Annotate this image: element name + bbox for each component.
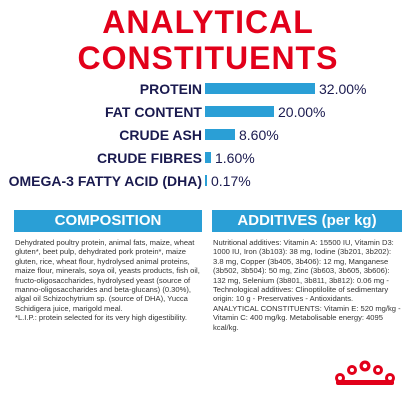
nutrient-row-fat: FAT CONTENT 20.00% — [0, 101, 416, 123]
nutrient-value: 0.17% — [211, 173, 251, 189]
nutrient-bar — [205, 129, 235, 140]
nutrient-bar — [205, 106, 274, 117]
nutrient-label: OMEGA-3 FATTY ACID (DHA) — [8, 173, 202, 189]
nutrient-value: 8.60% — [239, 127, 279, 143]
additives-text: Nutritional additives: Vitamin A: 15500 … — [213, 238, 401, 332]
composition-panel: COMPOSITION Dehydrated poultry protein, … — [14, 210, 202, 323]
nutrient-row-fibres: CRUDE FIBRES 1.60% — [0, 147, 416, 169]
page-title: ANALYTICAL CONSTITUENTS — [77, 4, 339, 76]
nutrient-bar — [205, 175, 207, 186]
composition-text: Dehydrated poultry protein, animal fats,… — [15, 238, 200, 323]
composition-heading: COMPOSITION — [14, 210, 202, 232]
nutrient-bar — [205, 83, 315, 94]
additives-panel: ADDITIVES (per kg) Nutritional additives… — [212, 210, 402, 332]
nutrient-label: CRUDE ASH — [119, 127, 202, 143]
nutrient-value: 20.00% — [278, 104, 326, 120]
nutrient-row-protein: PROTEIN 32.00% — [0, 78, 416, 100]
nutrient-label: FAT CONTENT — [105, 104, 202, 120]
nutrient-row-omega3: OMEGA-3 FATTY ACID (DHA) 0.17% — [0, 170, 416, 192]
nutrient-value: 1.60% — [215, 150, 255, 166]
nutrient-bar — [205, 152, 211, 163]
nutrient-value: 32.00% — [319, 81, 367, 97]
nutrient-row-ash: CRUDE ASH 8.60% — [0, 124, 416, 146]
additives-heading: ADDITIVES (per kg) — [212, 210, 402, 232]
nutrient-label: CRUDE FIBRES — [96, 150, 202, 166]
crown-logo-icon — [335, 360, 395, 385]
nutrient-label: PROTEIN — [139, 81, 202, 97]
